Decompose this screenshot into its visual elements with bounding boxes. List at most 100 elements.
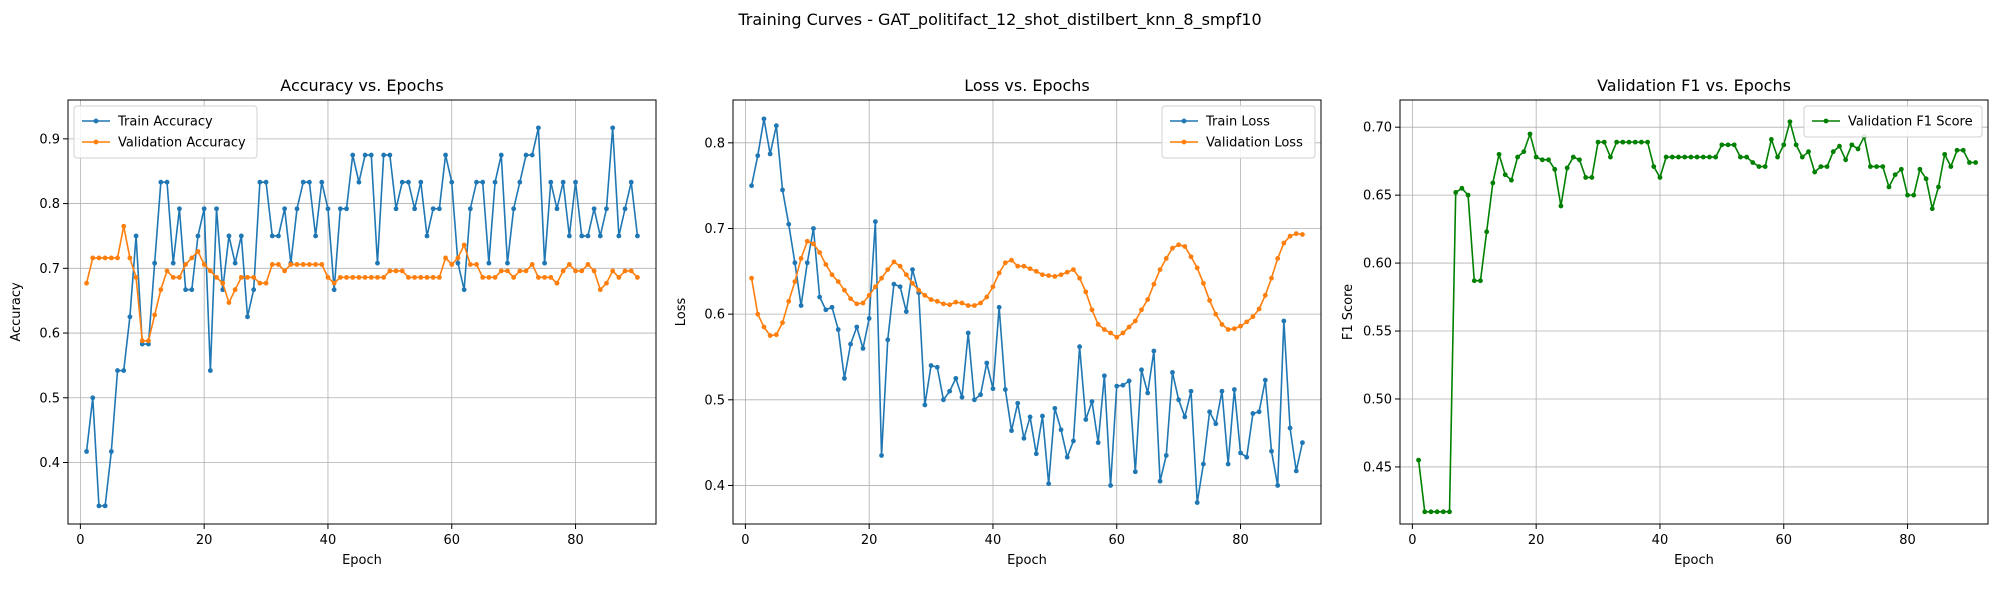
data-point [1799,154,1805,160]
data-point [177,274,182,280]
data-point [860,346,866,351]
data-point [1614,139,1620,145]
data-point [1731,142,1737,148]
data-point [885,337,891,343]
y-tick-label: 0.5 [39,391,60,406]
data-point [823,262,829,267]
data-point [1898,166,1904,172]
data-point [990,284,996,290]
data-point [529,262,535,267]
x-tick-label: 40 [320,533,337,548]
y-tick-label: 0.7 [39,262,60,277]
data-point [1849,142,1855,148]
data-point [313,262,318,267]
data-point [195,249,201,254]
data-point [1015,263,1021,269]
data-point [879,275,884,281]
data-point [817,250,823,255]
data-point [115,368,120,373]
data-point [164,179,170,185]
data-point [387,268,393,274]
data-point [591,206,597,212]
data-point [251,274,257,280]
data-point [214,274,219,280]
subplot-title: Validation F1 vs. Epochs [1597,76,1791,95]
data-point [835,327,841,332]
data-point [891,281,897,287]
data-point [780,187,785,193]
legend-label: Validation F1 Score [1848,115,1973,130]
data-point [1601,139,1607,145]
data-point [102,255,108,261]
data-point [597,287,603,293]
data-point [941,301,946,307]
data-point [430,206,436,212]
data-point [387,152,393,158]
data-point [560,268,566,274]
data-point [288,262,294,267]
data-point [1768,137,1774,142]
data-point [1027,266,1033,272]
data-point [455,260,461,266]
data-point [1676,154,1681,160]
data-point [1009,428,1014,434]
series-line [85,127,639,507]
data-point [798,303,804,308]
data-point [96,503,102,509]
legend-label: Train Accuracy [117,115,213,130]
data-point [170,260,176,266]
data-point [1157,267,1163,272]
data-point [406,274,411,280]
data-point [282,206,288,212]
data-point [399,179,405,185]
data-point [622,206,628,212]
data-point [978,392,983,398]
data-point [1170,245,1175,251]
data-point [990,386,996,392]
y-tick-label: 0.5 [704,393,725,408]
legend-box [73,105,258,159]
data-point [523,268,529,274]
data-point [1515,154,1520,160]
data-point [1589,175,1595,180]
data-point [1101,373,1107,379]
data-point [362,152,368,158]
data-point [1219,322,1225,327]
data-point [443,255,448,261]
data-point [102,503,108,509]
data-point [1830,149,1836,155]
y-axis-label: F1 Score [1341,284,1356,340]
subplot-title: Accuracy vs. Epochs [280,76,443,95]
data-point [1484,229,1490,235]
data-point [1300,440,1305,446]
data-point [1009,257,1014,263]
legend-marker [93,139,99,145]
data-point [1064,454,1070,460]
data-point [337,274,343,280]
data-point [804,260,810,266]
data-point [90,395,96,401]
data-point [424,233,430,239]
data-point [1176,397,1182,403]
legend-marker [1181,139,1187,145]
data-point [1225,461,1231,467]
legend-label: Train Loss [1205,115,1270,130]
data-point [511,274,517,280]
legend-marker [1823,118,1829,124]
data-point [412,274,418,280]
data-point [1868,164,1873,169]
data-point [1052,405,1058,411]
data-point [263,280,269,286]
data-point [1262,377,1268,383]
data-point [1275,256,1281,261]
data-point [1787,119,1793,125]
data-point [1287,233,1293,239]
data-point [1583,175,1589,180]
data-point [356,179,362,185]
data-point [866,292,872,298]
data-point [467,262,473,267]
data-point [604,280,609,286]
data-point [1021,263,1027,269]
data-point [1095,440,1101,446]
data-point [84,280,89,286]
